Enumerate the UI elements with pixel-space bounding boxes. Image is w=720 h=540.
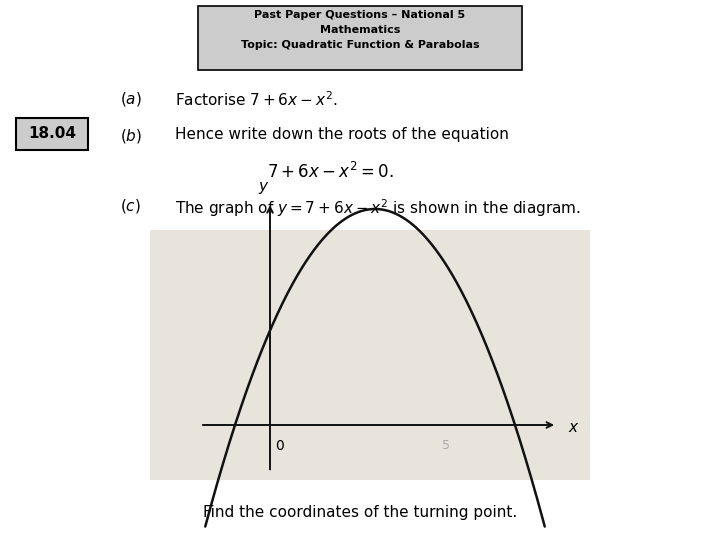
Text: $0$: $0$ (275, 439, 285, 453)
Text: Hence write down the roots of the equation: Hence write down the roots of the equati… (175, 127, 509, 142)
Text: $y$: $y$ (258, 180, 269, 196)
Text: $(a)$: $(a)$ (120, 90, 142, 108)
Text: $(c)$: $(c)$ (120, 197, 141, 215)
Text: $(b)$: $(b)$ (120, 127, 143, 145)
Text: $7 + 6x - x^2 = 0.$: $7 + 6x - x^2 = 0.$ (266, 162, 393, 182)
Text: Past Paper Questions – National 5
Mathematics
Topic: Quadratic Function & Parabo: Past Paper Questions – National 5 Mathem… (240, 10, 480, 50)
Text: $x$: $x$ (568, 420, 580, 435)
Text: The graph of $y = 7 + 6x - x^2$ is shown in the diagram.: The graph of $y = 7 + 6x - x^2$ is shown… (175, 197, 581, 219)
Text: Factorise $7 + 6x - x^2$.: Factorise $7 + 6x - x^2$. (175, 90, 338, 109)
Text: Find the coordinates of the turning point.: Find the coordinates of the turning poin… (203, 505, 517, 520)
FancyBboxPatch shape (16, 118, 88, 150)
Text: 18.04: 18.04 (28, 126, 76, 141)
FancyBboxPatch shape (198, 6, 522, 70)
Bar (150, 230, 590, 480)
Text: $5$: $5$ (441, 439, 449, 452)
